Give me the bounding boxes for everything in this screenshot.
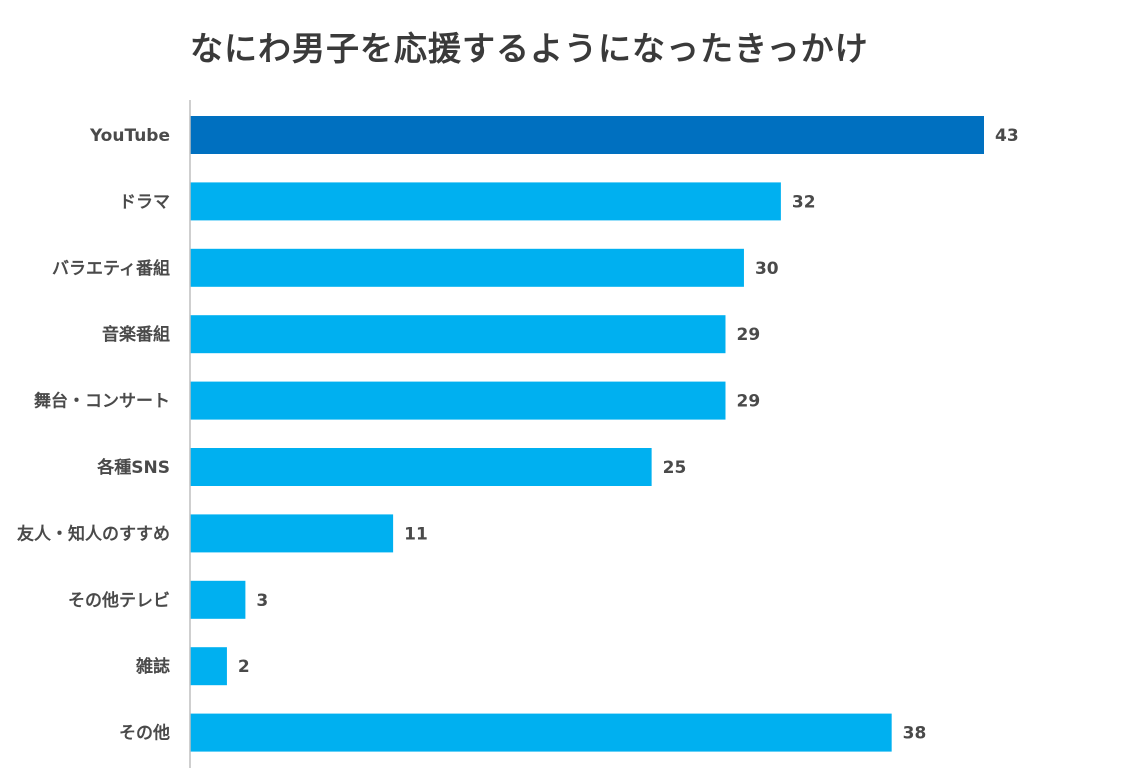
bar [190, 248, 744, 287]
data-label: 3 [256, 591, 268, 611]
category-label: YouTube [89, 126, 170, 146]
data-label: 43 [995, 126, 1019, 146]
category-label: ドラマ [119, 192, 170, 212]
bar [190, 448, 652, 486]
category-label: その他テレビ [68, 590, 170, 611]
data-label: 25 [663, 458, 687, 478]
bars [190, 116, 984, 752]
data-label: 38 [903, 724, 927, 744]
data-label: 2 [238, 657, 250, 677]
bar [190, 116, 984, 154]
data-label: 29 [736, 392, 760, 412]
bar [190, 315, 726, 354]
bar [190, 182, 781, 221]
bar [190, 381, 726, 420]
category-label: 舞台・コンサート [34, 391, 170, 412]
category-label: 音楽番組 [102, 324, 170, 345]
bar [190, 647, 227, 686]
category-label: 各種SNS [96, 457, 170, 478]
data-label: 32 [792, 192, 816, 212]
bar [190, 514, 394, 553]
data-label: 11 [404, 524, 428, 544]
category-label: 友人・知人のすすめ [17, 523, 170, 544]
category-label: 雑誌 [135, 656, 170, 677]
bar [190, 580, 246, 619]
category-label: バラエティ番組 [52, 258, 170, 279]
category-label: その他 [119, 723, 170, 744]
bar [190, 713, 892, 752]
data-label: 29 [736, 325, 760, 345]
chart-title: なにわ男子を応援するようになったきっかけ [190, 29, 869, 68]
data-label: 30 [755, 259, 779, 279]
